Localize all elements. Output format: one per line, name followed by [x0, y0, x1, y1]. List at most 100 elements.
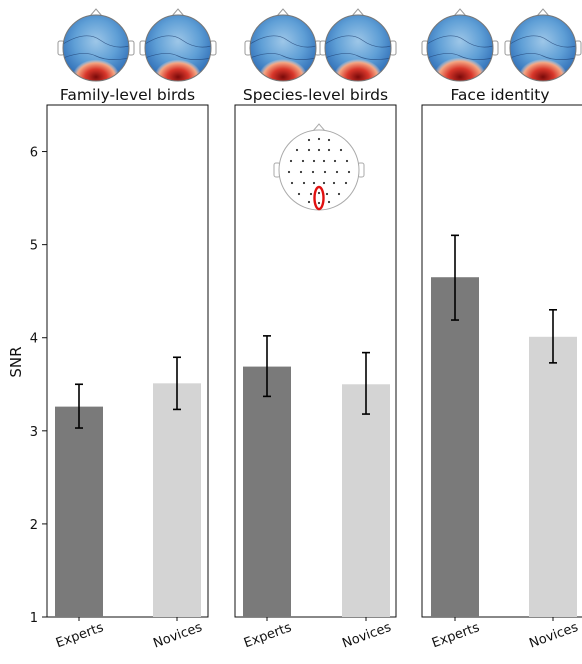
bar-experts — [55, 406, 103, 617]
headmap-contour — [510, 35, 576, 48]
headmap-occipital-activation — [258, 59, 308, 81]
inset-electrode — [317, 137, 321, 141]
headmap-contour — [63, 35, 129, 48]
inset-electrode — [317, 201, 321, 205]
headmap-contour — [145, 53, 211, 60]
headmap-occipital-activation — [154, 59, 202, 81]
panel-title: Species-level birds — [243, 86, 388, 104]
y-tick-label: 5 — [30, 239, 38, 254]
headmap-1 — [57, 8, 135, 82]
inset-electrode — [322, 181, 326, 185]
panel-frame — [46, 104, 209, 618]
headmap-occipital-activation — [518, 59, 568, 81]
inset-electrode — [337, 192, 341, 196]
bar-experts — [243, 366, 291, 617]
headmap-outline — [426, 14, 494, 82]
inset-roi-marker — [313, 185, 325, 211]
headmap-5 — [421, 8, 499, 82]
x-tick-label: Novices — [340, 620, 393, 652]
inset-electrode — [312, 181, 316, 185]
inset-head — [278, 129, 360, 211]
inset-electrode — [312, 159, 316, 163]
y-tick-label: 2 — [30, 518, 38, 533]
inset-electrode — [327, 200, 331, 204]
x-tick-label: Experts — [242, 620, 294, 651]
inset-electrode — [322, 159, 326, 163]
inset-electrode — [311, 170, 315, 174]
inset-electrode — [295, 148, 299, 152]
headmap-nose — [171, 8, 185, 17]
inset-nose — [312, 123, 326, 132]
x-tick-label: Experts — [430, 620, 482, 651]
headmap-outline — [249, 14, 317, 82]
panel-2: Experts Novices — [234, 104, 397, 652]
headmap-nose — [453, 8, 467, 17]
panel-title: Family-level birds — [60, 86, 195, 104]
panel-3: Experts Novices — [421, 104, 582, 652]
inset-electrode — [339, 148, 343, 152]
inset-electrode — [327, 148, 331, 152]
inset-electrode — [289, 159, 293, 163]
headmap-contour — [427, 35, 493, 48]
headmap-outline — [509, 14, 577, 82]
headmap-nose — [276, 8, 290, 17]
headmap-contour — [250, 53, 316, 60]
headmap-contour — [510, 53, 576, 60]
inset-electrode — [344, 181, 348, 185]
headmap-6 — [504, 8, 582, 82]
panel-1: Experts Novices — [46, 104, 209, 652]
headmap-nose — [536, 8, 550, 17]
y-tick-label: 6 — [30, 146, 38, 161]
headmap-nose — [89, 8, 103, 17]
electrode-map-inset — [273, 123, 365, 211]
headmap-contour — [63, 53, 129, 60]
panel-frame — [421, 104, 582, 618]
headmap-contour — [325, 35, 391, 48]
inset-electrode — [325, 192, 329, 196]
headmap-contour — [250, 35, 316, 48]
y-axis-label: SNR — [7, 346, 25, 377]
inset-electrode — [347, 170, 351, 174]
inset-electrode — [301, 159, 305, 163]
x-tick-label: Novices — [527, 620, 580, 652]
inset-electrode — [302, 181, 306, 185]
headmap-outline — [144, 14, 212, 82]
y-tick-label: 1 — [30, 611, 38, 626]
inset-electrode — [317, 148, 321, 152]
inset-electrode — [327, 138, 331, 142]
bar-novices — [529, 336, 577, 617]
inset-electrode — [335, 170, 339, 174]
headmap-contour — [427, 53, 493, 60]
inset-electrode — [287, 170, 291, 174]
bar-experts — [431, 277, 479, 617]
inset-electrode — [307, 138, 311, 142]
inset-electrode — [297, 192, 301, 196]
headmap-occipital-activation — [433, 57, 487, 81]
inset-electrode — [333, 159, 337, 163]
panel-title: Face identity — [450, 86, 549, 104]
headmap-contour — [325, 53, 391, 60]
inset-electrode — [332, 181, 336, 185]
headmap-contour — [145, 35, 211, 48]
headmap-outline — [62, 14, 130, 82]
y-tick-label: 4 — [30, 332, 38, 347]
headmap-2 — [139, 8, 217, 82]
headmap-nose — [351, 8, 365, 17]
inset-electrode — [345, 159, 349, 163]
inset-electrode — [309, 192, 313, 196]
x-tick-label: Experts — [54, 620, 106, 651]
bar-novices — [153, 383, 201, 617]
inset-electrode — [323, 170, 327, 174]
y-tick-label: 3 — [30, 425, 38, 440]
inset-electrode — [299, 170, 303, 174]
headmap-outline — [324, 14, 392, 82]
x-tick-label: Novices — [151, 620, 204, 652]
bar-novices — [342, 384, 390, 617]
inset-electrode — [307, 200, 311, 204]
headmap-3 — [244, 8, 322, 82]
headmap-occipital-activation — [333, 59, 383, 81]
y-axis: 1 2 3 4 5 6 SNR — [7, 146, 47, 626]
inset-electrode — [317, 191, 321, 195]
inset-electrode — [290, 181, 294, 185]
